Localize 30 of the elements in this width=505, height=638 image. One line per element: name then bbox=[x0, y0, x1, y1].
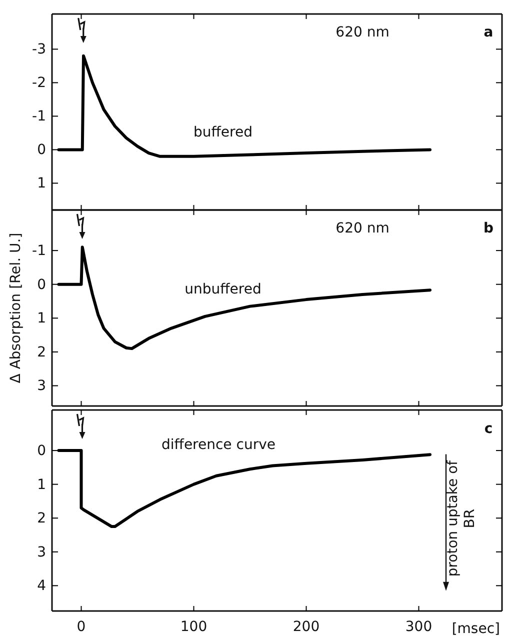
y-tick-label: -2 bbox=[32, 75, 46, 92]
annotation: unbuffered bbox=[184, 281, 262, 298]
y-tick-label: 1 bbox=[37, 310, 46, 327]
annotation: proton uptake of BR bbox=[445, 459, 478, 577]
y-tick-label: -1 bbox=[32, 108, 46, 125]
annotation: c bbox=[484, 421, 493, 438]
y-tick-label: 1 bbox=[37, 176, 46, 192]
x-axis-title: [msec] bbox=[452, 621, 500, 637]
x-tick-label: 200 bbox=[292, 618, 320, 635]
annotation: 620 nm bbox=[336, 220, 390, 237]
y-tick-label: 0 bbox=[37, 142, 46, 158]
y-axis-title: Δ Absorption [Rel. U.] bbox=[8, 232, 24, 384]
y-tick-label: 2 bbox=[37, 344, 46, 360]
x-tick-label: 100 bbox=[180, 618, 208, 635]
annotation: buffered bbox=[194, 124, 252, 141]
y-tick-label: -1 bbox=[32, 243, 46, 260]
x-tick-label: 300 bbox=[405, 618, 432, 635]
y-tick-label: 3 bbox=[37, 544, 46, 560]
annotation: a bbox=[484, 24, 494, 41]
y-tick-label: 0 bbox=[37, 443, 46, 460]
annotation: b bbox=[483, 220, 494, 237]
y-tick-label: 1 bbox=[37, 476, 46, 493]
x-tick-label: 0 bbox=[76, 618, 86, 635]
y-tick-label: 3 bbox=[37, 378, 46, 394]
annotation: 620 nm bbox=[336, 24, 390, 41]
y-tick-label: 2 bbox=[37, 510, 46, 527]
y-tick-label: 4 bbox=[37, 578, 46, 594]
y-tick-label: -3 bbox=[32, 42, 46, 58]
annotation: difference curve bbox=[162, 437, 276, 454]
y-tick-label: 0 bbox=[37, 276, 46, 293]
